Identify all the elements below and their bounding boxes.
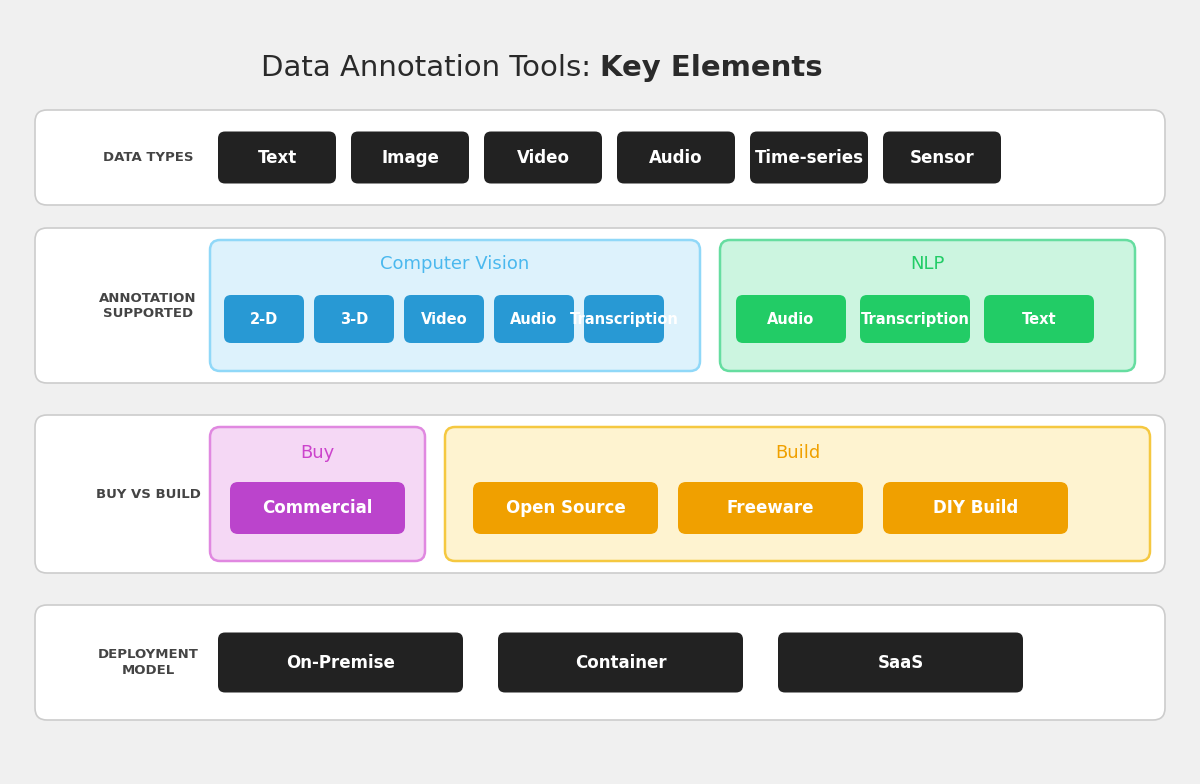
FancyBboxPatch shape: [404, 295, 484, 343]
FancyBboxPatch shape: [678, 482, 863, 534]
Text: Transcription: Transcription: [860, 311, 970, 326]
Text: SaaS: SaaS: [877, 654, 924, 672]
Text: Container: Container: [575, 654, 666, 672]
Text: Image: Image: [382, 148, 439, 166]
Text: Key Elements: Key Elements: [600, 54, 823, 82]
Text: DIY Build: DIY Build: [932, 499, 1018, 517]
FancyBboxPatch shape: [230, 482, 406, 534]
FancyBboxPatch shape: [35, 415, 1165, 573]
FancyBboxPatch shape: [778, 633, 1022, 692]
Text: On-Premise: On-Premise: [286, 654, 395, 672]
FancyBboxPatch shape: [494, 295, 574, 343]
FancyBboxPatch shape: [210, 427, 425, 561]
Text: Video: Video: [421, 311, 467, 326]
Text: Sensor: Sensor: [910, 148, 974, 166]
Text: 2-D: 2-D: [250, 311, 278, 326]
Text: 3-D: 3-D: [340, 311, 368, 326]
FancyBboxPatch shape: [584, 295, 664, 343]
Text: Text: Text: [257, 148, 296, 166]
Text: BUY VS BUILD: BUY VS BUILD: [96, 488, 200, 500]
Text: Computer Vision: Computer Vision: [380, 255, 529, 273]
FancyBboxPatch shape: [210, 240, 700, 371]
Text: Time-series: Time-series: [755, 148, 864, 166]
FancyBboxPatch shape: [736, 295, 846, 343]
FancyBboxPatch shape: [883, 482, 1068, 534]
Text: Audio: Audio: [767, 311, 815, 326]
Text: Buy: Buy: [300, 444, 335, 462]
FancyBboxPatch shape: [224, 295, 304, 343]
FancyBboxPatch shape: [883, 132, 1001, 183]
FancyBboxPatch shape: [498, 633, 743, 692]
FancyBboxPatch shape: [445, 427, 1150, 561]
Text: Build: Build: [775, 444, 820, 462]
FancyBboxPatch shape: [984, 295, 1094, 343]
Text: DATA TYPES: DATA TYPES: [103, 151, 193, 164]
Text: Freeware: Freeware: [727, 499, 815, 517]
FancyBboxPatch shape: [218, 132, 336, 183]
FancyBboxPatch shape: [484, 132, 602, 183]
Text: ANNOTATION
SUPPORTED: ANNOTATION SUPPORTED: [100, 292, 197, 320]
FancyBboxPatch shape: [617, 132, 734, 183]
FancyBboxPatch shape: [314, 295, 394, 343]
FancyBboxPatch shape: [35, 228, 1165, 383]
Text: Open Source: Open Source: [505, 499, 625, 517]
FancyBboxPatch shape: [720, 240, 1135, 371]
FancyBboxPatch shape: [35, 605, 1165, 720]
Text: Audio: Audio: [649, 148, 703, 166]
Text: Text: Text: [1021, 311, 1056, 326]
FancyBboxPatch shape: [218, 633, 463, 692]
Text: Audio: Audio: [510, 311, 558, 326]
FancyBboxPatch shape: [750, 132, 868, 183]
FancyBboxPatch shape: [860, 295, 970, 343]
Text: Transcription: Transcription: [570, 311, 678, 326]
Text: Commercial: Commercial: [263, 499, 373, 517]
Text: NLP: NLP: [911, 255, 944, 273]
Text: Data Annotation Tools:: Data Annotation Tools:: [260, 54, 600, 82]
FancyBboxPatch shape: [35, 110, 1165, 205]
FancyBboxPatch shape: [352, 132, 469, 183]
Text: DEPLOYMENT
MODEL: DEPLOYMENT MODEL: [97, 648, 198, 677]
Text: Video: Video: [516, 148, 570, 166]
FancyBboxPatch shape: [473, 482, 658, 534]
